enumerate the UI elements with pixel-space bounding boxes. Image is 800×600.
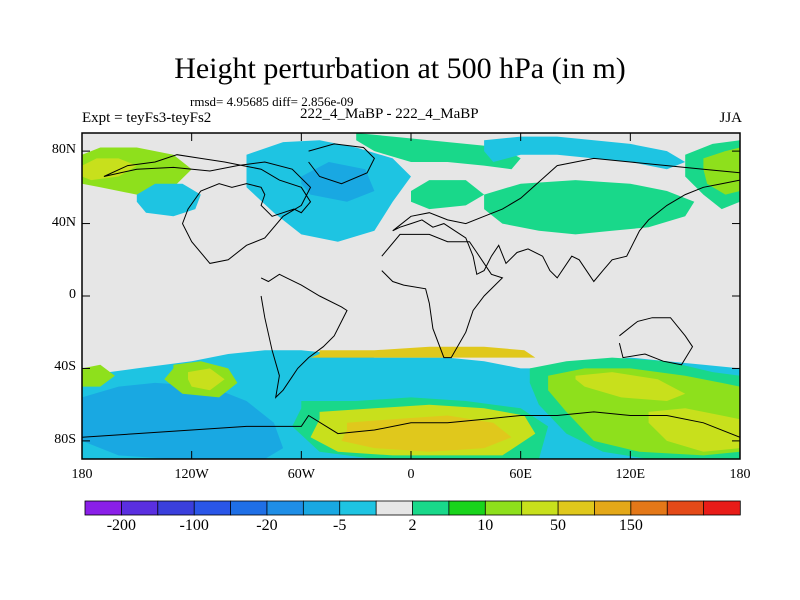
contour-region-12 [82,382,284,459]
x-tick-label-2: 60W [287,467,315,482]
plot-title: Height perturbation at 500 hPa (in m) [174,52,626,85]
x-tick-label-1: 120W [174,467,209,482]
colorbar-swatch-11 [484,500,523,516]
colorbar-swatch-6 [302,500,341,516]
coastline-0 [103,154,312,264]
coastline-3 [392,157,740,283]
contour-region-1 [82,158,137,181]
contour-region-23 [310,346,536,358]
y-tick-label-3: 40S [54,359,76,375]
colorbar [84,500,741,516]
colorbar-swatch-4 [230,500,268,516]
colorbar-swatch-16 [666,500,705,516]
coastline-4 [381,233,504,359]
experiment-label: Expt = teyFs3-teyFs2 [82,110,212,126]
colorbar-swatch-13 [557,500,596,516]
coastline-1 [260,273,348,399]
axis-ticks [81,133,741,459]
contour-region-21 [575,372,686,401]
contour-region-14 [188,368,225,391]
colorbar-swatch-7 [339,500,377,516]
colorbar-label-7: 150 [618,517,643,534]
contour-region-5 [356,133,521,170]
contour-region-15 [82,364,115,387]
y-tick-label-1: 40N [51,214,76,230]
colorbar-swatch-10 [448,500,486,516]
colorbar-swatch-9 [412,500,450,516]
contour-field [82,133,740,459]
y-tick-label-4: 80S [54,431,76,447]
colorbar-swatch-15 [630,500,668,516]
x-tick-label-0: 180 [71,467,93,482]
colorbar-swatch-0 [84,500,123,516]
center-label: 222_4_MaBP - 222_4_MaBP [300,106,479,122]
contour-region-8 [484,180,695,235]
x-tick-label-5: 120E [615,467,646,482]
colorbar-label-1: -100 [179,517,209,534]
colorbar-swatch-2 [157,500,195,516]
stats-line: rmsd= 4.95685 diff= 2.856e-09 [190,94,354,109]
coastline-2 [308,143,376,185]
x-tick-label-4: 60E [509,467,532,482]
colorbar-swatch-17 [703,500,741,516]
coastline-6 [82,411,740,438]
contour-region-7 [484,136,686,170]
colorbar-swatch-5 [266,500,305,516]
contour-region-22 [648,408,740,452]
colorbar-label-5: 10 [477,517,494,534]
colorbar-label-2: -20 [256,517,278,534]
y-tick-label-0: 80N [51,142,76,158]
x-tick-label-3: 0 [407,467,415,482]
colorbar-swatch-14 [594,500,632,516]
colorbar-swatch-12 [521,500,559,516]
colorbar-label-4: 2 [408,517,417,534]
colorbar-swatch-3 [193,500,232,516]
coastline-5 [618,317,694,366]
colorbar-swatch-1 [120,500,159,516]
coastline-layer [82,143,740,438]
season-label: JJA [719,110,742,126]
x-tick-label-6: 180 [729,467,751,482]
colorbar-label-3: -5 [333,517,347,534]
y-tick-label-2: 0 [69,287,76,302]
contour-region-2 [136,183,201,217]
contour-region-18 [341,415,512,452]
contour-region-6 [411,180,485,210]
colorbar-label-6: 50 [550,517,567,534]
contour-region-4 [301,162,375,202]
colorbar-swatch-8 [375,500,414,516]
colorbar-label-0: -200 [106,517,137,534]
